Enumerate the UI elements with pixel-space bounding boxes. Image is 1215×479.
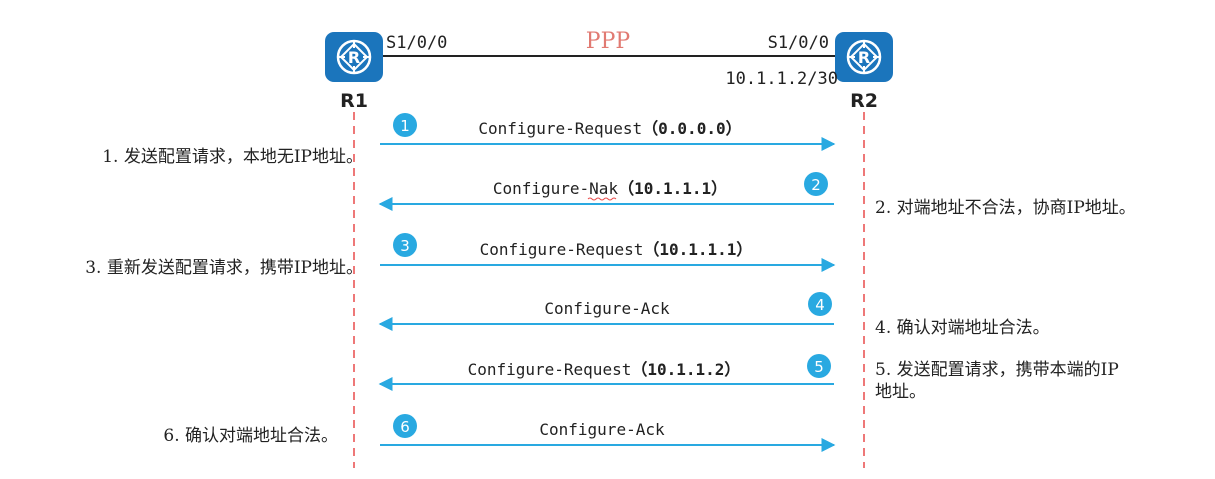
step-note-line: 5. 发送配置请求，携带本端的IP [875, 360, 1119, 380]
topology: PPP R R S1/0/0 S1/0/0 10.1.1.2/30 R1 [325, 29, 893, 112]
message-step-5: 5 Configure-Request（10.1.1.2） 5. 发送配置请求，… [378, 354, 1119, 402]
r2-name-label: R2 [850, 90, 878, 112]
step-badge-number: 2 [811, 176, 821, 194]
message-name: Configure-Ack [539, 420, 665, 439]
message-name: Configure-Ack [544, 299, 670, 318]
message-list: 1 Configure-Request（0.0.0.0） 1. 发送配置请求，本… [85, 113, 1136, 452]
router-r1-body [325, 32, 383, 82]
step-badge-number: 1 [400, 117, 410, 135]
step-badge [804, 172, 828, 196]
message-step-4: 4 Configure-Ack 4. 确认对端地址合法。 [378, 292, 1050, 338]
step-note: 6. 确认对端地址合法。 [163, 426, 338, 446]
step-badge [393, 113, 417, 137]
step-badge [393, 414, 417, 438]
router-r2[interactable]: R [835, 32, 893, 82]
message-step-1: 1 Configure-Request（0.0.0.0） 1. 发送配置请求，本… [102, 113, 836, 167]
message-name-flagged: Nak [589, 179, 618, 198]
r1-interface-label: S1/0/0 [386, 33, 447, 53]
message-label: Configure-Request（10.1.1.1） [480, 240, 753, 259]
step-note: 1. 发送配置请求，本地无IP地址。 [102, 147, 363, 167]
step-note: 2. 对端地址不合法，协商IP地址。 [875, 198, 1136, 218]
step-badge-number: 3 [400, 237, 410, 255]
router-r2-body [835, 32, 893, 82]
step-note: 3. 重新发送配置请求，携带IP地址。 [85, 258, 363, 278]
router-icon: R [846, 39, 882, 75]
message-step-3: 3 Configure-Request（10.1.1.1） 3. 重新发送配置请… [85, 233, 836, 278]
message-label: Configure-Request（0.0.0.0） [478, 119, 741, 138]
message-name: Configure-Request [478, 119, 642, 138]
r2-interface-label: S1/0/0 [768, 33, 829, 53]
step-badge-number: 5 [814, 358, 824, 376]
message-name: Configure-Request [480, 240, 644, 259]
step-badge [393, 233, 417, 257]
spellcheck-squiggle [587, 197, 617, 201]
message-step-2: 2 Configure-Nak（10.1.1.1） 2. 对端地址不合法，协商I… [378, 172, 1136, 218]
step-note-line: 地址。 [875, 382, 926, 402]
r2-address-label: 10.1.1.2/30 [725, 69, 838, 89]
message-param: （0.0.0.0） [642, 119, 741, 138]
message-label: Configure-Ack [544, 299, 670, 318]
step-badge-number: 6 [400, 418, 410, 436]
step-badge [808, 292, 832, 316]
message-param: （10.1.1.2） [631, 360, 740, 379]
message-label: Configure-Ack [539, 420, 665, 439]
router-r1[interactable]: R [325, 32, 383, 82]
message-param: （10.1.1.1） [643, 240, 752, 259]
step-badge-number: 4 [815, 296, 825, 314]
svg-text:R: R [348, 48, 360, 67]
step-note: 4. 确认对端地址合法。 [875, 318, 1050, 338]
ppp-link-label: PPP [586, 29, 631, 54]
step-note: 5. 发送配置请求，携带本端的IP 地址。 [875, 360, 1119, 402]
message-param: （10.1.1.1） [618, 179, 727, 198]
message-step-6: 6 Configure-Ack 6. 确认对端地址合法。 [163, 414, 836, 452]
router-icon: R [336, 39, 372, 75]
message-label: Configure-Nak（10.1.1.1） [493, 179, 727, 198]
message-name-prefix: Configure- [493, 179, 589, 198]
message-label: Configure-Request（10.1.1.2） [468, 360, 741, 379]
svg-text:R: R [858, 48, 870, 67]
message-name: Configure-Request [468, 360, 632, 379]
step-badge [807, 354, 831, 378]
r1-name-label: R1 [340, 90, 368, 112]
